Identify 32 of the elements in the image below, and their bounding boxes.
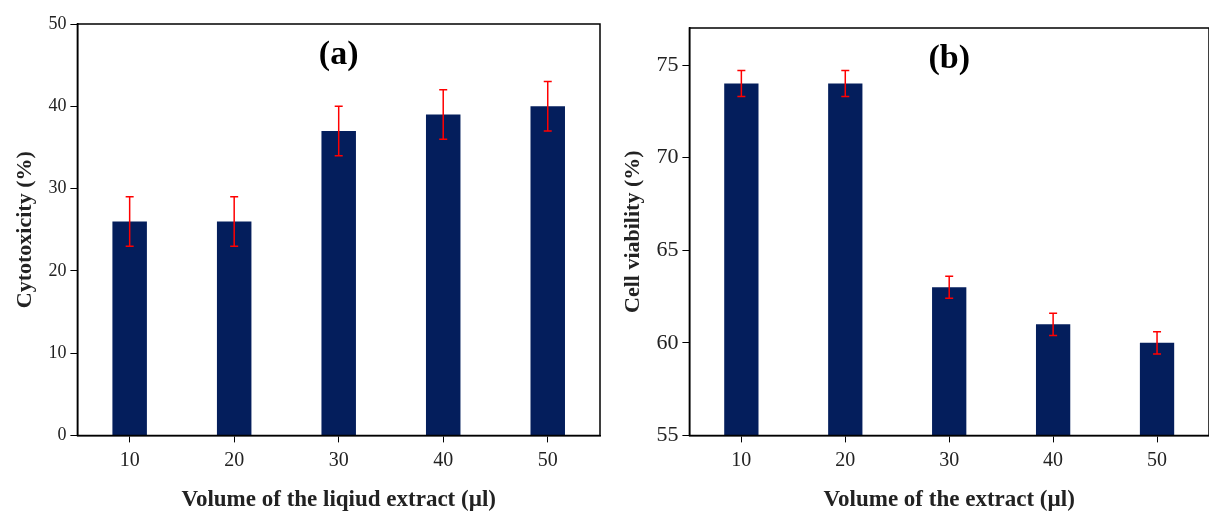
x-tick-label: 10 [731,447,752,470]
y-axis-title: Cell viability (%) [618,150,644,313]
bar [112,221,147,435]
y-tick-label: 65 [656,236,679,261]
y-tick-label: 75 [656,50,679,76]
y-tick-label: 20 [48,259,67,280]
x-tick-label: 40 [433,447,454,470]
y-tick-label: 40 [48,95,67,116]
chart-title: (a) [318,33,359,72]
x-tick-label: 30 [328,447,349,470]
x-tick-label: 30 [939,447,960,470]
bar [530,106,565,435]
x-tick-label: 20 [224,447,245,470]
x-tick-label: 50 [1147,447,1168,470]
y-tick-label: 0 [57,424,67,445]
bar [321,130,356,435]
y-tick-label: 70 [656,143,679,169]
y-axis-title: Cytotoxicity (%) [10,151,36,309]
y-tick-label: 10 [48,341,67,362]
chart-title: (b) [928,37,970,76]
x-tick-label: 50 [537,447,558,470]
bar [216,221,252,435]
x-tick-label: 10 [119,447,140,470]
x-tick-label: 20 [835,447,856,470]
x-axis-title: Volume of the extract (µl) [823,486,1075,512]
y-tick-label: 30 [48,177,67,198]
x-tick-label: 40 [1043,447,1064,470]
x-axis-title: Volume of the liqiud extract (µl) [181,486,496,512]
y-tick-label: 55 [656,421,679,447]
y-tick-label: 60 [656,328,679,354]
bar [425,114,461,435]
y-tick-label: 50 [48,12,67,33]
